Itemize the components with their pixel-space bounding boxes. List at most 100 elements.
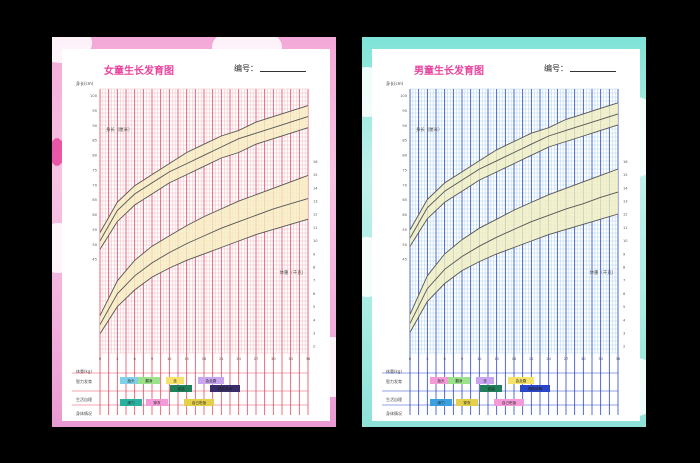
- weight-tick-label: 15: [313, 173, 318, 177]
- weight-tick-label: 12: [623, 213, 628, 217]
- weight-tick-label: 5: [623, 305, 625, 309]
- height-tick-label: 85: [92, 139, 97, 143]
- weight-tick-label: 11: [313, 226, 318, 230]
- weight-curve: [99, 198, 309, 325]
- milestone-chip: [430, 377, 452, 384]
- serial-number-field[interactable]: 编号：: [544, 63, 616, 74]
- x-tick-label: 15: [184, 357, 189, 361]
- milestone-label: 坐: [173, 378, 177, 383]
- milestone-label: 坐: [483, 378, 487, 383]
- weight-normal-band: [410, 168, 618, 333]
- weight-curve: [409, 168, 619, 315]
- height-tick-label: 45: [92, 258, 97, 262]
- serial-blank-line[interactable]: [260, 71, 306, 72]
- weight-tick-label: 6: [313, 292, 316, 296]
- milestone-label: 唱歌跳舞: [528, 386, 543, 391]
- x-tick-label: 6: [444, 357, 447, 361]
- weight-tick-label: 4: [313, 318, 316, 322]
- serial-blank-line[interactable]: [570, 71, 616, 72]
- weight-tick-label: 16: [313, 160, 318, 164]
- milestone-label: 说话: [177, 386, 185, 391]
- x-tick-label: 24: [236, 357, 241, 361]
- x-tick-label: 12: [477, 357, 482, 361]
- x-tick-label: 33: [288, 357, 293, 361]
- weight-tick-label: 6: [623, 292, 626, 296]
- x-tick-label: 27: [254, 357, 259, 361]
- weight-tick-label: 3: [623, 332, 625, 336]
- x-tick-label: 36: [616, 357, 621, 361]
- x-tick-label: 21: [529, 357, 534, 361]
- weight-curve: [99, 218, 309, 334]
- milestone-label: 会走路: [516, 378, 527, 383]
- milestone-label: 说话: [487, 386, 495, 391]
- x-tick-label: 33: [598, 357, 603, 361]
- weight-tick-label: 4: [623, 318, 626, 322]
- x-tick-label: 3: [116, 357, 118, 361]
- height-tick-label: 55: [402, 228, 407, 232]
- weight-tick-label: 10: [623, 239, 628, 243]
- row-label: 智力发育: [386, 378, 402, 384]
- chart-sheet: 女童生长发育图 编号： 100 95 90 85 80 75 70 65 60 55 50 45 16 1…: [62, 49, 330, 421]
- height-tick-label: 65: [402, 198, 407, 202]
- height-tick-label: 90: [402, 124, 407, 128]
- boy-chart-poster: 男童生长发育图 编号： 100 95 90 85 80 75 70 65 60 55 50 45 16 1…: [362, 37, 646, 427]
- milestone-label: 抬头: [127, 378, 135, 383]
- x-tick-label: 18: [512, 357, 517, 361]
- milestone-chip: [430, 399, 452, 406]
- height-tick-label: 90: [92, 124, 97, 128]
- height-curve: [99, 105, 309, 233]
- row-label: 身体情况: [76, 410, 92, 416]
- milestone-label: 会走路: [206, 378, 217, 383]
- milestone-chip: [120, 399, 142, 406]
- height-tick-label: 60: [92, 213, 97, 217]
- height-tick-label: 70: [402, 183, 407, 187]
- height-tick-label: 85: [402, 139, 407, 143]
- height-axis-label: 身长（厘米）: [416, 126, 442, 133]
- milestone-chip: [448, 377, 470, 384]
- height-tick-label: 75: [92, 168, 97, 172]
- height-curve: [409, 102, 619, 231]
- serial-label: 编号：: [544, 64, 568, 73]
- x-tick-label: 9: [461, 357, 464, 361]
- x-tick-label: 0: [409, 357, 412, 361]
- weight-tick-label: 2: [623, 345, 625, 349]
- weight-left-label: 体重(kg): [386, 368, 402, 374]
- milestone-chip: [508, 377, 534, 384]
- height-tick-label: 55: [92, 228, 97, 232]
- top-left-label: 身长(cm): [76, 80, 94, 86]
- row-label: 生活自理: [76, 396, 92, 402]
- x-tick-label: 6: [134, 357, 137, 361]
- milestone-chip: [198, 377, 224, 384]
- weight-tick-label: 15: [623, 173, 628, 177]
- height-tick-label: 65: [92, 198, 97, 202]
- weight-tick-label: 16: [623, 160, 628, 164]
- milestone-label: 抬头: [437, 378, 445, 383]
- weight-curve: [99, 174, 309, 316]
- x-tick-label: 12: [167, 357, 172, 361]
- serial-number-field[interactable]: 编号：: [234, 63, 306, 74]
- weight-curve: [409, 213, 619, 333]
- weight-tick-label: 5: [313, 305, 315, 309]
- x-tick-label: 30: [581, 357, 586, 361]
- milestone-chip: [520, 385, 550, 392]
- weight-tick-label: 7: [313, 279, 315, 283]
- height-tick-label: 60: [402, 213, 407, 217]
- milestone-chip: [138, 377, 160, 384]
- milestone-chip: [456, 399, 478, 406]
- milestone-label: 自己吃饭: [502, 400, 517, 405]
- x-tick-label: 24: [546, 357, 551, 361]
- x-tick-label: 9: [151, 357, 154, 361]
- x-tick-label: 18: [202, 357, 207, 361]
- milestone-label: 用勺: [127, 400, 135, 405]
- weight-tick-label: 12: [313, 213, 318, 217]
- height-tick-label: 45: [402, 258, 407, 262]
- row-label: 智力发育: [76, 378, 92, 384]
- x-tick-label: 36: [306, 357, 311, 361]
- top-left-label: 身长(cm): [386, 80, 404, 86]
- milestone-label: 唱歌跳舞: [218, 386, 233, 391]
- x-tick-label: 21: [219, 357, 224, 361]
- milestone-chip: [494, 399, 524, 406]
- height-tick-label: 95: [402, 109, 407, 113]
- milestone-chip: [476, 377, 494, 384]
- height-curve: [409, 113, 619, 239]
